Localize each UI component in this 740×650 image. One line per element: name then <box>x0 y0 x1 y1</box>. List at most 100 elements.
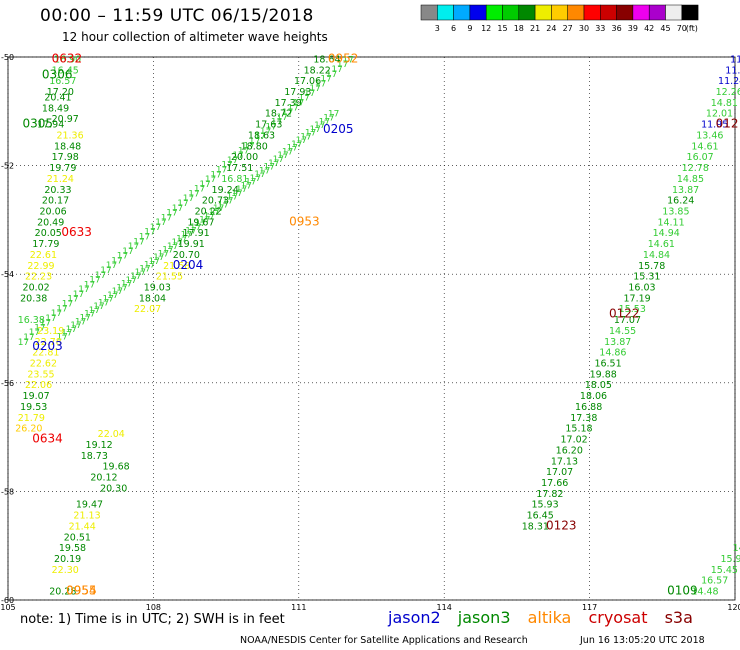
x-tick-label: 105 <box>0 603 15 610</box>
wave-height-value: 22.07 <box>134 304 161 315</box>
dense-track-mark: 17 <box>62 300 73 310</box>
wave-height-value: 22.04 <box>98 429 125 440</box>
dense-track-mark: 17 <box>79 313 90 323</box>
dense-track-mark: 17 <box>172 204 183 214</box>
wave-height-value: 12.01 <box>706 109 733 120</box>
wave-height-value: 21.13 <box>73 511 100 522</box>
dense-track-mark: 17 <box>121 280 132 290</box>
wave-height-value: 18.31 <box>522 521 549 532</box>
legend-cryosat: cryosat <box>588 608 648 627</box>
dense-track-mark: 17 <box>263 163 274 173</box>
dense-track-mark: 17 <box>205 175 216 185</box>
wave-height-value: 16.57 <box>701 576 728 587</box>
wave-height-value: 19.07 <box>23 391 50 402</box>
dense-track-mark: 17 <box>331 65 342 75</box>
dense-track-mark: 17 <box>254 132 265 142</box>
footer-note: note: 1) Time is in UTC; 2) SWH is in fe… <box>20 612 285 627</box>
dense-track-mark: 17 <box>254 170 265 180</box>
x-tick-label: 108 <box>146 603 161 610</box>
colorbar-label: 18 <box>514 24 524 33</box>
dense-track-mark: 17 <box>296 136 307 146</box>
dense-track-mark: 17 <box>111 256 122 266</box>
wave-height-value: 17.39 <box>275 98 302 109</box>
wave-height-value: 14.11 <box>657 217 684 228</box>
pass-time-label: 0634 <box>32 432 63 446</box>
dense-track-mark: 17 <box>328 110 339 120</box>
wave-height-value: 16.45 <box>527 511 554 522</box>
wave-height-value: 17.38 <box>570 413 597 424</box>
wave-height-value: 20.22 <box>195 206 222 217</box>
pass-time-label: 0953 <box>289 214 320 228</box>
pass-time-label: 0952 <box>328 51 359 65</box>
dense-track-mark: 17 <box>155 218 166 228</box>
dense-track-mark: 17 <box>319 117 330 127</box>
x-tick-label: 117 <box>582 603 597 610</box>
dense-track-mark: 17 <box>183 194 194 204</box>
dense-track-mark: 17 <box>133 237 144 247</box>
pass-time-label: 0203 <box>32 339 63 353</box>
wave-height-value: 19.91 <box>178 239 205 250</box>
colorbar-label: 6 <box>451 24 456 33</box>
wave-height-value: 19.68 <box>103 462 130 473</box>
dense-track-mark: 17 <box>122 247 133 257</box>
wave-height-value: 16.51 <box>594 359 621 370</box>
wave-height-value: 15.31 <box>633 272 660 283</box>
dense-track-mark: 17 <box>89 306 100 316</box>
wave-height-value: 20.73 <box>202 196 229 207</box>
dense-track-mark: 17 <box>100 266 111 276</box>
x-tick-label: 120 <box>727 603 740 610</box>
dense-track-mark: 17 <box>194 185 205 195</box>
wave-height-value: 19.88 <box>590 369 617 380</box>
wave-height-value: 11.93 <box>725 65 740 76</box>
wave-height-value: 15.98 <box>720 554 740 565</box>
y-tick-label: -58 <box>1 487 14 496</box>
dense-track-mark: 17 <box>271 118 282 128</box>
colorbar-label: 42 <box>644 24 654 33</box>
wave-height-value: 18.73 <box>81 451 108 462</box>
dense-track-mark: 17 <box>107 291 118 301</box>
dense-track-mark: 17 <box>29 328 40 338</box>
wave-height-value: 19.79 <box>49 163 76 174</box>
wave-height-value: 19.47 <box>76 500 103 511</box>
wave-height-value: 16.07 <box>687 152 714 163</box>
wave-height-value: 14.94 <box>653 228 680 239</box>
wave-height-value: 22.06 <box>25 380 52 391</box>
dense-track-mark: 17 <box>217 200 228 210</box>
dense-track-mark: 17 <box>300 132 311 142</box>
wave-height-value: 15.93 <box>531 500 558 511</box>
y-tick-label: -54 <box>1 270 14 279</box>
wave-height-value: 20.97 <box>52 114 79 125</box>
dense-track-mark: 17 <box>213 204 224 214</box>
map-frame <box>7 56 736 601</box>
wave-height-map: 105108111114117120-50-52-54-56-58-601717… <box>0 51 740 610</box>
wave-height-value: 17.98 <box>52 152 79 163</box>
dense-track-mark: 17 <box>144 261 155 271</box>
dense-track-mark: 17 <box>148 257 159 267</box>
dense-track-mark: 17 <box>208 208 219 218</box>
wave-height-value: 11.95 <box>701 120 728 131</box>
dense-track-mark: 17 <box>250 174 261 184</box>
wave-height-value: 14. <box>733 543 740 554</box>
wave-height-value: 20.70 <box>173 250 200 261</box>
dense-track-mark: 17 <box>291 140 302 150</box>
wave-height-value: 16.24 <box>667 196 694 207</box>
wave-height-value: 20.05 <box>35 228 62 239</box>
dense-track-mark: 17 <box>282 147 293 157</box>
wave-height-value: 22.30 <box>52 565 79 576</box>
wave-height-value: 16.45 <box>52 65 79 76</box>
legend-altika: altika <box>527 608 572 627</box>
wave-height-value: 17.07 <box>546 467 573 478</box>
y-tick-label: -60 <box>1 596 14 605</box>
wave-height-value: 18.48 <box>54 141 81 152</box>
colorbar-label: 36 <box>612 24 622 33</box>
wave-height-value: 13.46 <box>696 130 723 141</box>
wave-height-value: 19.03 <box>144 282 171 293</box>
wave-height-value: 21.44 <box>69 521 96 532</box>
wave-height-value: 16.03 <box>628 282 655 293</box>
dense-track-mark: 17 <box>293 99 304 109</box>
wave-height-value: 20.33 <box>44 185 71 196</box>
dense-track-mark: 17 <box>232 151 243 161</box>
wave-height-value: 17.20 <box>47 87 74 98</box>
dense-track-mark: 17 <box>320 75 331 85</box>
wave-height-value: 14.85 <box>677 174 704 185</box>
